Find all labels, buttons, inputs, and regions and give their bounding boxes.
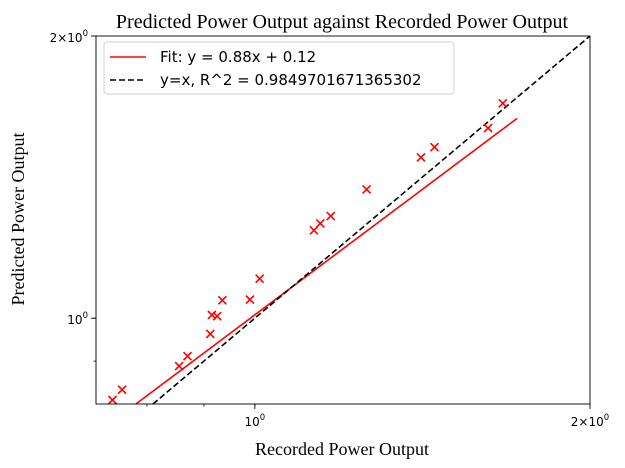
- data-point: [498, 98, 508, 108]
- data-point-stroke: [182, 351, 193, 361]
- identity-line: [152, 36, 590, 404]
- legend-label: Fit: y = 0.88x + 0.12: [160, 48, 316, 66]
- data-point-stroke: [483, 123, 493, 133]
- data-point: [315, 218, 325, 229]
- data-point: [429, 142, 440, 152]
- data-point-stroke: [429, 142, 440, 152]
- data-point: [483, 123, 493, 133]
- y-axis-label: Predicted Power Output: [8, 133, 28, 306]
- data-point-stroke: [212, 311, 222, 321]
- data-point: [212, 311, 222, 321]
- data-point: [174, 361, 184, 371]
- legend-label: y=x, R^2 = 0.9849701671365302: [160, 71, 422, 89]
- data-point-stroke: [174, 361, 184, 371]
- legend-box: [103, 41, 455, 95]
- y-tick-label: 100: [67, 311, 88, 327]
- x-tick-label: 100: [244, 413, 265, 429]
- plot-frame: [95, 35, 591, 405]
- data-point-stroke: [207, 310, 217, 320]
- data-point: [107, 395, 118, 404]
- x-axis-label: Recorded Power Output: [255, 439, 429, 459]
- data-point: [416, 152, 426, 163]
- data-point-stroke: [498, 98, 508, 108]
- data-point: [205, 329, 215, 339]
- data-point-stroke: [107, 395, 118, 404]
- y-tick-label: 2×100: [50, 29, 88, 45]
- data-point: [217, 295, 227, 305]
- plot-area: [107, 36, 590, 404]
- data-point: [245, 294, 255, 305]
- chart-title: Predicted Power Output against Recorded …: [116, 11, 569, 33]
- data-point-stroke: [205, 329, 215, 339]
- data-point: [117, 385, 127, 395]
- data-point: [255, 274, 265, 284]
- data-point: [326, 211, 336, 221]
- data-point-stroke: [217, 295, 227, 305]
- data-point-stroke: [315, 218, 325, 229]
- data-point-stroke: [117, 385, 127, 395]
- data-point: [207, 310, 217, 320]
- x-tick-label: 2×100: [571, 413, 609, 429]
- legend: Fit: y = 0.88x + 0.12 y=x, R^2 = 0.984970…: [103, 41, 455, 95]
- data-point-stroke: [245, 294, 255, 305]
- data-point-stroke: [255, 274, 265, 284]
- data-point-stroke: [326, 211, 336, 221]
- data-point: [362, 184, 372, 195]
- axes: 100 2×100 100 2×100: [50, 29, 610, 429]
- data-point-stroke: [416, 152, 426, 163]
- data-point-stroke: [362, 184, 372, 195]
- fit-line: [134, 117, 518, 404]
- data-point: [182, 351, 193, 361]
